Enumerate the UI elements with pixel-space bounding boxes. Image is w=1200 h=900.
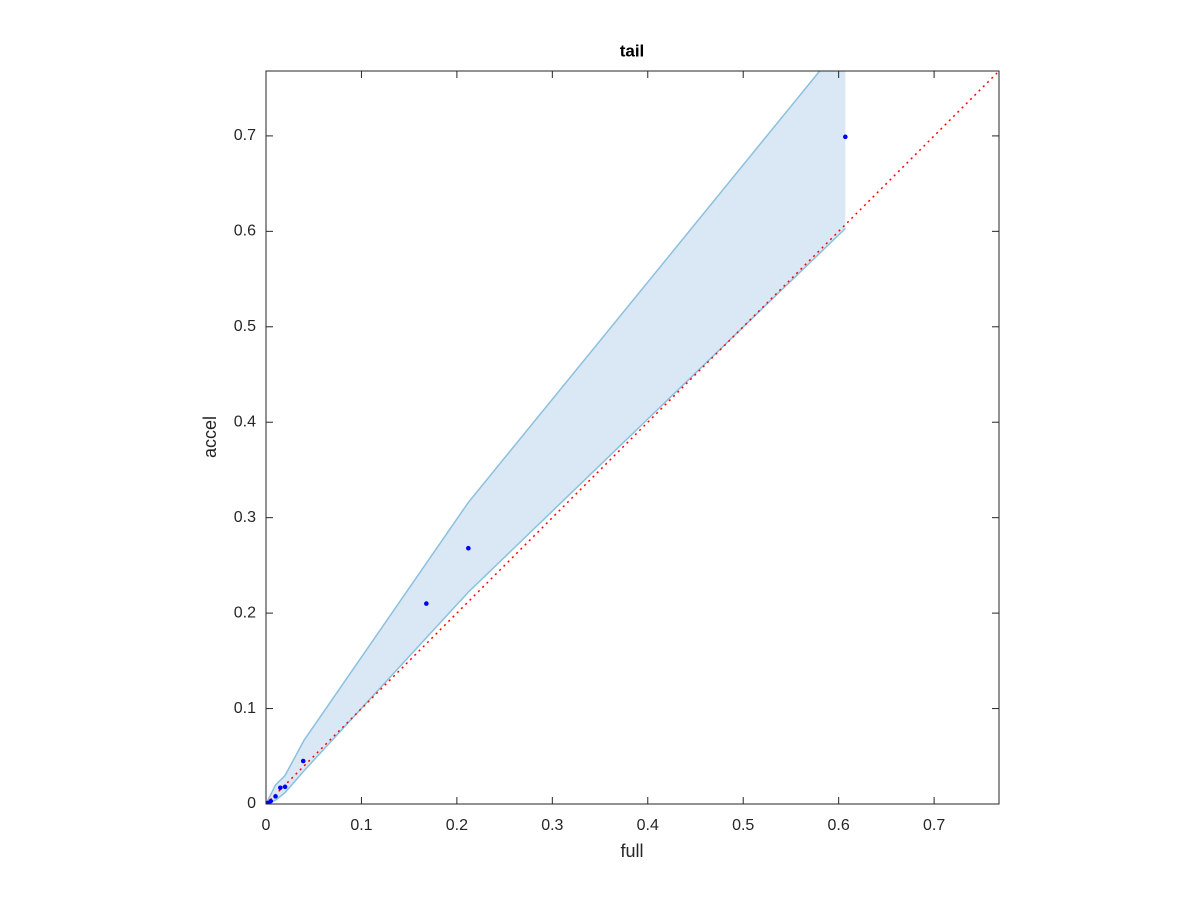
point <box>268 798 274 804</box>
plot-area <box>266 71 999 804</box>
confidence-band <box>266 71 846 804</box>
x-tick-label: 0.5 <box>732 817 754 834</box>
point <box>300 758 306 764</box>
y-tick-label: 0.4 <box>234 413 256 430</box>
x-tick-label: 0 <box>262 817 271 834</box>
y-tick-label: 0.5 <box>234 318 256 335</box>
point <box>282 784 288 790</box>
point <box>843 134 848 140</box>
point <box>273 794 278 799</box>
x-tick-label: 0.3 <box>541 817 563 834</box>
x-tick-label: 0.7 <box>923 817 945 834</box>
x-tick-label: 0.4 <box>637 817 659 834</box>
x-axis-label: full <box>620 841 643 861</box>
y-axis-label: accel <box>200 416 220 458</box>
axes-box <box>265 70 1000 805</box>
y-tick-label: 0.1 <box>234 700 256 717</box>
y-tick-label: 0.3 <box>234 509 256 526</box>
y-tick-label: 0.2 <box>234 604 256 621</box>
y-tick-label: 0 <box>247 795 256 812</box>
x-tick-label: 0.6 <box>828 817 850 834</box>
y-tick-label: 0.7 <box>234 127 256 144</box>
point <box>466 545 471 551</box>
diagonal-line <box>266 71 999 804</box>
x-tick-label: 0.2 <box>446 817 468 834</box>
chart-title: tail <box>620 41 645 60</box>
band-upper <box>266 71 821 804</box>
point <box>424 601 429 606</box>
y-tick-label: 0.6 <box>234 223 256 240</box>
point <box>278 785 283 791</box>
x-tick-label: 0.1 <box>350 817 372 834</box>
band-lower <box>266 227 846 804</box>
